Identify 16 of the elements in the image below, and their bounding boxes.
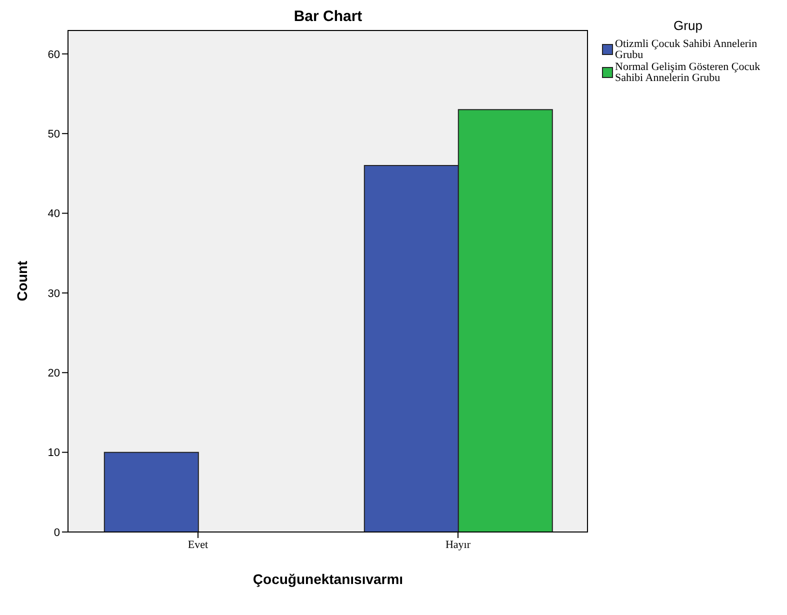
- y-tick-label: 30: [48, 288, 60, 300]
- x-tick-label: Evet: [188, 538, 208, 551]
- y-tick-label: 40: [48, 208, 60, 220]
- y-axis-title: Count: [14, 260, 30, 302]
- bar: [104, 452, 199, 532]
- y-tick-label: 50: [48, 128, 60, 140]
- chart-title: Bar Chart: [292, 8, 364, 25]
- y-tick-label: 0: [54, 526, 60, 539]
- x-axis-title: Çocuğunektanısıvarmı: [252, 571, 404, 587]
- y-tick-label: 20: [48, 368, 60, 380]
- legend-title: Grup: [672, 18, 704, 33]
- y-tick-label: 10: [48, 447, 60, 460]
- legend-label: Normal Gelişim Gösteren Çocuk Sahibi Annelerin Grubu: [615, 61, 762, 84]
- legend-label: Otizmli Çocuk Sahibi Annelerin Grubu: [615, 38, 758, 61]
- y-tick-label: 60: [48, 48, 60, 61]
- x-tick-label: Hayır: [445, 538, 471, 551]
